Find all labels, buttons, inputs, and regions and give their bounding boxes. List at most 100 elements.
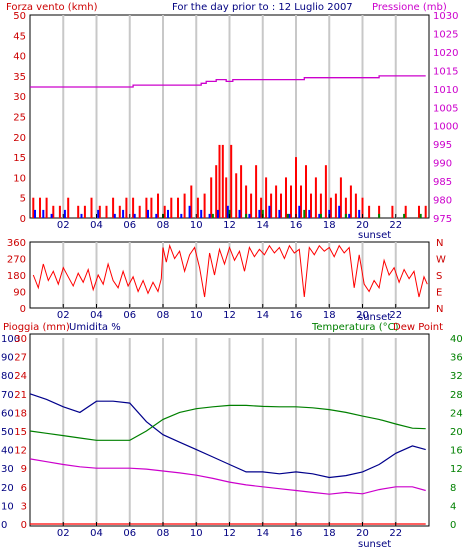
- wind-gusts-bar: [170, 197, 173, 218]
- humidity-y-tick-label: 100: [1, 334, 20, 345]
- wind-speed-bar: [298, 205, 301, 218]
- wind-gusts-bar: [77, 205, 80, 218]
- wind-bars: [32, 144, 427, 218]
- x-tick-label: 18: [323, 220, 336, 231]
- x-tick-label: 02: [57, 220, 70, 231]
- humidity-y-tick-label: 50: [1, 427, 14, 438]
- wind-gusts-bar: [240, 165, 243, 218]
- wind-gusts-bar: [368, 205, 371, 218]
- wind-gusts-bar: [329, 197, 332, 218]
- rain-y-ticks: 0 3 6 9 12 15 18 21 24 27 30: [14, 334, 27, 531]
- wind-speed-bar: [318, 213, 321, 218]
- x-tick-label: 22: [389, 528, 402, 539]
- x-tick-label: 04: [90, 310, 103, 321]
- temperature-line: [29, 404, 426, 441]
- wind-y-tick-label: 5: [20, 194, 26, 205]
- wind-gusts-bar: [138, 205, 141, 218]
- wind-gusts-bar: [319, 193, 322, 218]
- rain-y-tick-label: 30: [14, 334, 27, 345]
- wind-gusts-bar: [265, 177, 268, 218]
- humidity-y-tick-label: 90: [1, 353, 14, 364]
- humidity-y-tick-label: 0: [1, 520, 7, 531]
- temperature-y-tick-label: 24: [450, 408, 463, 419]
- x-tick-label: 08: [157, 528, 170, 539]
- x-tick-label: 04: [90, 220, 103, 231]
- wind-speed-bar: [97, 209, 100, 218]
- humidity-y-tick-label: 40: [1, 446, 14, 457]
- temperature-grid: [62, 338, 397, 524]
- dew-point-axis-label: Dew Point: [393, 322, 443, 333]
- wind-speed-bar: [308, 209, 311, 218]
- wind-gusts-bar: [290, 185, 292, 218]
- wind-speed-bar: [208, 213, 211, 218]
- wind-gusts-bar: [225, 177, 228, 218]
- wind-speed-bar: [338, 205, 341, 218]
- wind-pressure-panel: Forza vento (kmh) For the day prior to :…: [6, 2, 458, 241]
- compass-label: N: [436, 238, 443, 249]
- pressure-y-tick-label: 1030: [433, 11, 458, 22]
- rain-y-tick-label: 12: [14, 446, 27, 457]
- x-tick-label: 22: [389, 310, 402, 321]
- wind-gusts-bar: [132, 197, 135, 218]
- wind-gusts-bar: [105, 205, 108, 218]
- direction-y-ticks: 0 90 180 270 360: [7, 238, 26, 315]
- wind-speed-bar: [80, 213, 83, 218]
- wind-speed-bar: [50, 213, 53, 218]
- rain-y-tick-label: 27: [14, 353, 27, 364]
- pressure-y-tick-label: 1025: [433, 29, 458, 40]
- wind-avg-green-bar: [419, 213, 422, 218]
- wind-gusts-bar: [344, 197, 347, 218]
- humidity-line: [29, 393, 426, 479]
- wind-gusts-bar: [354, 193, 357, 218]
- direction-y-tick-label: 90: [13, 288, 26, 299]
- wind-speed-bar: [180, 213, 183, 218]
- x-end-mark: [425, 528, 427, 539]
- wind-speed-bar: [155, 213, 158, 218]
- compass-label: S: [436, 271, 442, 282]
- wind-speed-bar: [147, 209, 149, 218]
- wind-y-tick-label: 0: [20, 214, 26, 225]
- humidity-y-ticks: 0 10 20 30 40 50 60 70 80 90 100: [1, 334, 20, 531]
- humidity-y-tick-label: 20: [1, 483, 14, 494]
- wind-avg-green-bar: [286, 213, 289, 218]
- wind-gusts-bar: [300, 185, 302, 218]
- wind-gusts-bar: [250, 193, 253, 218]
- wind-speed-bar: [200, 209, 203, 218]
- wind-y-tick-label: 35: [13, 72, 26, 83]
- temperature-y-tick-label: 12: [450, 464, 463, 475]
- temperature-y-tick-label: 40: [450, 334, 463, 345]
- humidity-y-tick-label: 10: [1, 501, 14, 512]
- x-tick-label: 04: [90, 528, 103, 539]
- wind-direction-line: [32, 243, 428, 298]
- x-tick-label: 22: [389, 220, 402, 231]
- x-tick-label: 12: [223, 310, 236, 321]
- temperature-y-tick-label: 32: [450, 371, 463, 382]
- wind-y-tick-label: 25: [13, 113, 26, 124]
- wind-gusts-bar: [183, 193, 186, 218]
- wind-gusts-bar: [270, 193, 273, 218]
- temperature-x-ticks: 02 04 06 08 10 12 14 16 18 20 22: [57, 522, 427, 539]
- pressure-y-tick-label: 1000: [433, 122, 458, 133]
- x-tick-label: 20: [356, 310, 369, 321]
- temperature-y-tick-label: 36: [450, 353, 463, 364]
- wind-gusts-bar: [418, 205, 420, 218]
- direction-y-tick-label: 360: [7, 238, 26, 249]
- pressure-y-tick-label: 1010: [433, 85, 458, 96]
- wind-avg-green-bar: [303, 209, 306, 218]
- wind-speed-bar: [238, 209, 241, 218]
- wind-gusts-bar: [125, 197, 128, 218]
- rain-y-tick-label: 6: [21, 483, 27, 494]
- wind-speed-bar: [42, 209, 45, 218]
- x-tick-label: 16: [290, 310, 303, 321]
- x-tick-label: 14: [256, 528, 269, 539]
- x-tick-label: 08: [157, 220, 170, 231]
- direction-y-tick-label: 270: [7, 255, 26, 266]
- temperature-y-tick-label: 8: [450, 483, 456, 494]
- pressure-y-tick-label: 985: [433, 177, 452, 188]
- wind-gusts-bar: [190, 185, 193, 218]
- wind-y-ticks: 0 5 10 15 20 25 30 35 40 45 50: [13, 11, 26, 225]
- wind-gusts-bar: [310, 193, 312, 218]
- wind-gusts-bar: [177, 197, 179, 218]
